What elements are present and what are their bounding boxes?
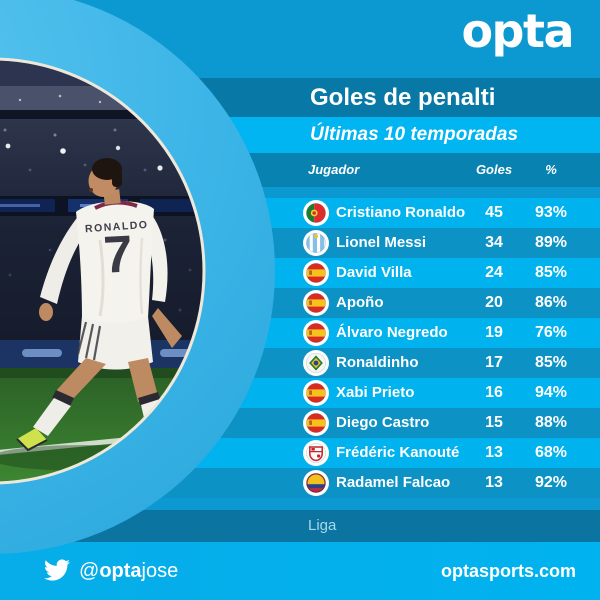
column-header-pct: % [545, 162, 557, 177]
column-header-player: Jugador [308, 162, 360, 177]
pct-value: 94% [534, 384, 568, 401]
table-rows: Cristiano Ronaldo 45 93% Lionel Messi 34… [0, 198, 600, 498]
pct-value: 68% [534, 444, 568, 461]
opta-logo: opta [461, 4, 574, 58]
page-title: Goles de penalti [310, 84, 496, 111]
pct-value: 89% [534, 234, 568, 251]
goals-value: 20 [485, 294, 503, 311]
table-row: Cristiano Ronaldo 45 93% [0, 198, 600, 228]
table-row: Apoño 20 86% [0, 288, 600, 318]
player-name: Radamel Falcao [336, 474, 451, 491]
pct-value: 85% [534, 354, 568, 371]
player-name: Xabi Prieto [336, 384, 415, 401]
player-name: Diego Castro [336, 414, 430, 431]
pct-value: 85% [534, 264, 568, 281]
goals-value: 13 [485, 444, 503, 461]
player-name: David Villa [336, 264, 412, 281]
goals-value: 24 [485, 264, 503, 281]
liga-band [0, 510, 600, 542]
table-row: Lionel Messi 34 89% [0, 228, 600, 258]
page-subtitle: Últimas 10 temporadas [310, 124, 519, 145]
twitter-at: @ [79, 560, 100, 582]
player-name: Ronaldinho [336, 354, 419, 371]
table-row: Ronaldinho 17 85% [0, 348, 600, 378]
pct-value: 86% [534, 294, 568, 311]
goals-value: 13 [485, 474, 503, 491]
spain-flag-icon [303, 320, 329, 346]
pct-value: 93% [534, 204, 568, 221]
twitter-handle-rest: jose [141, 560, 179, 582]
goals-value: 15 [485, 414, 503, 431]
goals-value: 19 [485, 324, 503, 341]
pct-value: 76% [534, 324, 568, 341]
table-row: Xabi Prieto 16 94% [0, 378, 600, 408]
player-name: Lionel Messi [336, 234, 427, 251]
player-name: Apoño [336, 294, 384, 311]
player-name: Frédéric Kanouté [336, 444, 460, 461]
goals-value: 34 [485, 234, 503, 251]
goals-value: 45 [485, 204, 503, 221]
spain-flag-icon [303, 380, 329, 406]
argentina-flag-icon [303, 230, 329, 256]
table-row: Frédéric Kanouté 13 68% [0, 438, 600, 468]
table-row: Radamel Falcao 13 92% [0, 468, 600, 498]
portugal-flag-icon [303, 200, 329, 226]
table-row: David Villa 24 85% [0, 258, 600, 288]
column-header-goals: Goles [475, 162, 513, 177]
brazil-flag-icon [303, 350, 329, 376]
table-row: Diego Castro 15 88% [0, 408, 600, 438]
competition-label: Liga [308, 517, 337, 534]
goals-value: 16 [485, 384, 503, 401]
colombia-flag-icon [303, 470, 329, 496]
sevilla-flag-icon [303, 440, 329, 466]
spain-flag-icon [303, 410, 329, 436]
website-link[interactable]: optasports.com [440, 561, 576, 581]
pct-value: 92% [534, 474, 568, 491]
spain-flag-icon [303, 260, 329, 286]
twitter-handle-bold: opta [99, 560, 142, 582]
table-row: Álvaro Negredo 19 76% [0, 318, 600, 348]
player-name: Álvaro Negredo [336, 324, 448, 341]
twitter-handle[interactable]: @optajose [44, 542, 178, 600]
goals-value: 17 [485, 354, 503, 371]
spain-flag-icon [303, 290, 329, 316]
title-band [0, 78, 600, 117]
player-name: Cristiano Ronaldo [336, 204, 466, 221]
pct-value: 88% [534, 414, 568, 431]
twitter-icon [44, 559, 70, 581]
